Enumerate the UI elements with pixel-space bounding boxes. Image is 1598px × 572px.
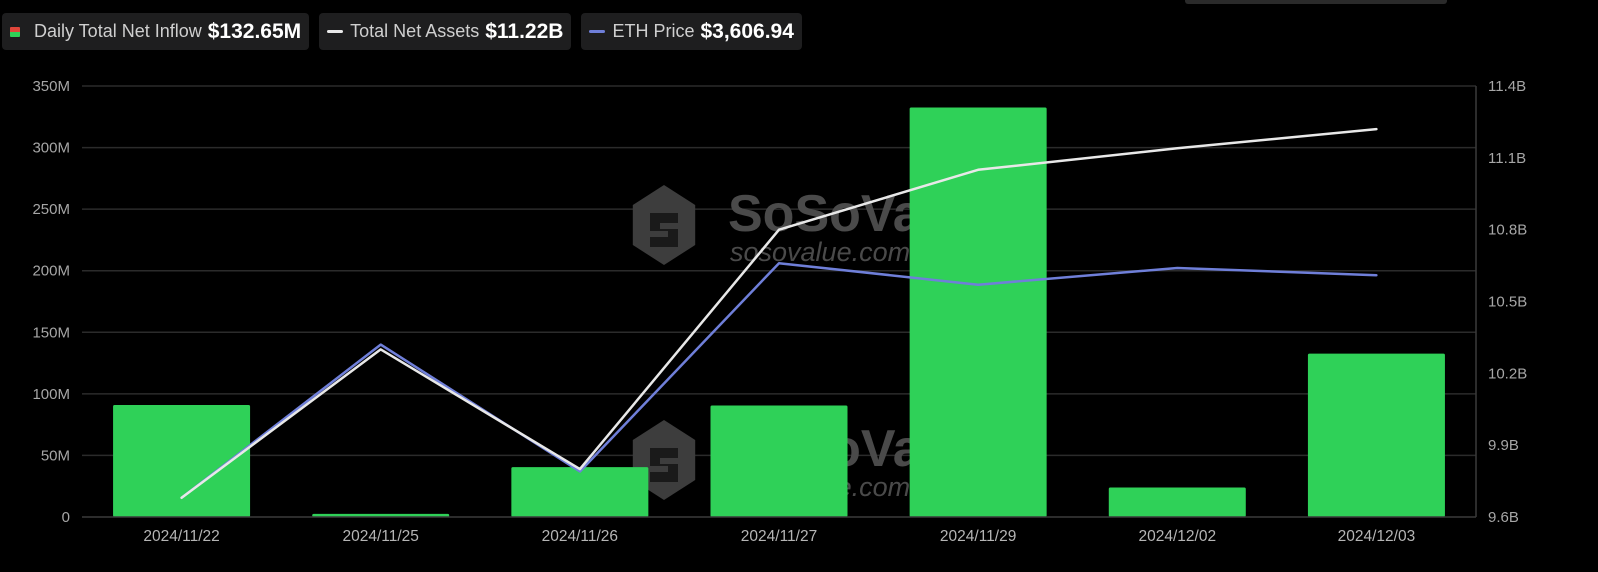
x-tick-label: 2024/12/03 [1338, 528, 1416, 545]
legend-item-inflow[interactable]: Daily Total Net Inflow $132.65M [2, 13, 310, 50]
x-tick-label: 2024/12/02 [1138, 528, 1216, 545]
legend-value-assets: $11.22B [485, 19, 564, 43]
eth-price-line[interactable] [180, 261, 1378, 500]
x-tick-label: 2024/11/27 [741, 528, 817, 545]
y-left-tick-label: 300M [32, 140, 70, 157]
legend-value-price: $3,606.94 [700, 19, 794, 43]
y-right-tick-label: 11.1B [1488, 150, 1526, 167]
watermark-s-icon [650, 448, 678, 482]
x-tick-label: 2024/11/22 [143, 528, 219, 545]
watermark-s-icon [650, 213, 678, 247]
legend-label-assets: Total Net Assets [350, 21, 480, 41]
watermark-brand: SoSoValue [728, 185, 997, 243]
inflow-bar[interactable] [113, 404, 251, 517]
inflow-bar[interactable] [312, 513, 450, 517]
watermark-site: sosovalue.com [730, 237, 910, 267]
x-tick-label: 2024/11/26 [542, 528, 618, 545]
bar-swatch-icon [10, 26, 20, 37]
y-left-tick-label: 200M [32, 263, 70, 280]
legend-item-price[interactable]: ETH Price $3,606.94 [581, 13, 802, 50]
inflow-bar[interactable] [1108, 487, 1246, 517]
line-swatch-icon [589, 30, 606, 33]
lines [180, 127, 1378, 500]
legend-value-inflow: $132.65M [207, 19, 302, 43]
legend-label-inflow: Daily Total Net Inflow [34, 21, 202, 41]
bars [113, 107, 1445, 518]
inflow-bar[interactable] [909, 107, 1047, 518]
y-right-tick-label: 9.6B [1488, 509, 1519, 526]
inflow-bar[interactable] [710, 405, 848, 517]
line-swatch-icon [327, 30, 344, 33]
toolbar-stub [1185, 0, 1447, 4]
total-net-assets-line[interactable] [180, 127, 1378, 500]
y-left-tick-label: 0 [62, 509, 70, 526]
watermark-hex-icon [632, 185, 696, 265]
y-left-tick-label: 350M [32, 78, 70, 95]
y-right-tick-label: 10.2B [1488, 365, 1527, 382]
x-tick-label: 2024/11/25 [342, 528, 418, 545]
legend: Daily Total Net Inflow $132.65M Total Ne… [2, 13, 802, 50]
x-tick-label: 2024/11/29 [940, 528, 1016, 545]
y-right-tick-label: 10.8B [1488, 222, 1527, 239]
axes: 0 50M 100M 150M 200M 250M 300M 350M 9.6B 9.9B 10.2… [32, 78, 1527, 545]
y-right-tick-label: 11.4B [1488, 78, 1526, 95]
y-left-tick-label: 250M [32, 201, 70, 218]
inflow-bar[interactable] [1307, 353, 1445, 517]
legend-label-price: ETH Price [612, 21, 695, 41]
y-right-tick-label: 10.5B [1488, 294, 1527, 311]
y-right-tick-label: 9.9B [1488, 437, 1519, 454]
watermark-hex-icon [632, 420, 696, 500]
y-left-tick-label: 100M [32, 386, 70, 403]
y-left-tick-label: 50M [41, 447, 70, 464]
y-left-tick-label: 150M [32, 324, 70, 341]
inflow-bar[interactable] [511, 467, 649, 517]
legend-item-assets[interactable]: Total Net Assets $11.22B [319, 13, 572, 50]
